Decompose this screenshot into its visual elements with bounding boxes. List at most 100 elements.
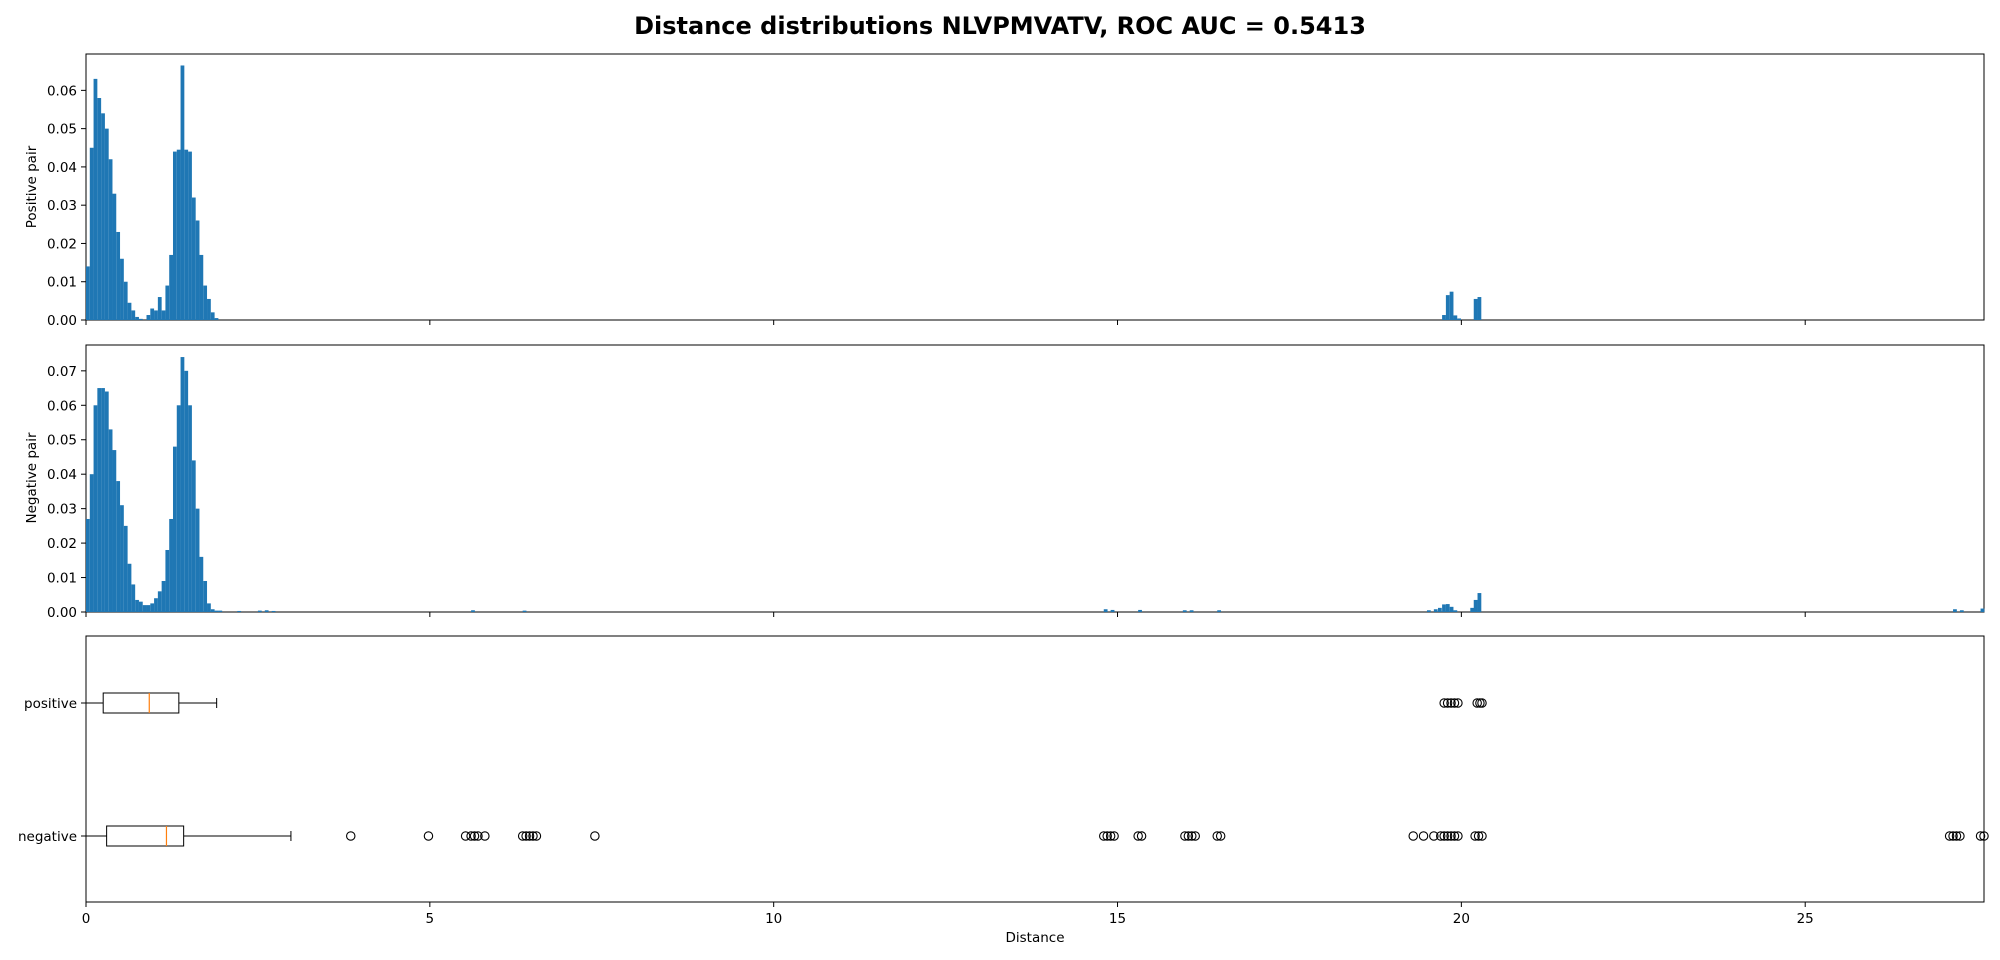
boxplot-x-ticks: 0 5 10 15 20 25: [82, 902, 1814, 927]
outlier-point: [1446, 698, 1456, 708]
negative-histogram-bar: [108, 429, 113, 612]
negative-histogram-bar: [237, 610, 242, 612]
box: [102, 692, 180, 714]
positive-histogram-bar: [176, 149, 181, 320]
outlier-point: [1955, 831, 1965, 841]
positive-boxplot: [85, 692, 1487, 714]
x-tick-label: 10: [765, 911, 782, 927]
negative-histogram-bars: [86, 357, 1985, 612]
positive-histogram-bar: [101, 113, 105, 321]
negative-boxplot: [85, 825, 1989, 847]
outlier-point: [1453, 831, 1463, 841]
outlier-point: [1183, 831, 1194, 841]
positive-histogram-bar: [86, 266, 90, 320]
positive-histogram-bar: [165, 285, 170, 320]
negative-histogram-bar: [188, 405, 192, 612]
positive-histogram-frame: [85, 53, 1985, 321]
negative-histogram-bar: [199, 556, 204, 612]
positive-histogram-x-ticks: [85, 320, 1806, 325]
positive-histogram-bar: [146, 315, 151, 320]
x-axis-label: Distance: [1005, 930, 1064, 946]
positive-histogram-bar: [1453, 315, 1458, 320]
positive-histogram-bar: [116, 231, 121, 320]
outlier-point: [1477, 831, 1487, 841]
negative-histogram-bar: [1182, 610, 1187, 612]
negative-histogram-bar: [195, 508, 200, 612]
boxplot-frame: [85, 635, 1985, 903]
negative-histogram-bar: [522, 610, 527, 612]
category-tick-label: negative: [18, 829, 77, 845]
positive-histogram-bar: [135, 316, 139, 320]
negative-histogram-bar: [207, 603, 211, 612]
x-tick-label: 20: [1453, 911, 1470, 927]
x-tick-label: 5: [426, 911, 435, 927]
outlier-point: [1477, 698, 1487, 708]
x-tick-label: 0: [82, 911, 91, 927]
negative-histogram-bar: [1473, 599, 1478, 612]
negative-histogram-bar: [146, 605, 151, 612]
positive-histogram-bar: [127, 302, 132, 320]
outlier-point: [1109, 831, 1119, 841]
y-tick-label: 0.06: [47, 398, 77, 414]
positive-histogram-bar: [138, 318, 143, 320]
outlier-point: [1215, 831, 1226, 841]
positive-histogram-bar: [131, 310, 136, 320]
positive-histogram-bar: [214, 318, 219, 320]
outlier-point: [1446, 831, 1456, 841]
negative-histogram-bar: [165, 549, 170, 612]
negative-histogram-bar: [116, 481, 121, 612]
negative-histogram-bar: [1433, 609, 1438, 612]
positive-histogram-y-label: Positive pair: [24, 145, 40, 228]
negative-histogram-bar: [203, 580, 208, 612]
positive-histogram-bar: [150, 308, 155, 320]
positive-histogram-bar: [1457, 318, 1462, 320]
negative-histogram-bar: [1426, 610, 1431, 612]
outlier-point: [531, 831, 542, 841]
negative-histogram-bar: [1189, 610, 1194, 612]
positive-histogram-bar: [1449, 291, 1454, 320]
y-tick-label: 0.06: [47, 83, 77, 99]
positive-histogram-bar: [195, 220, 200, 320]
positive-histogram-bar: [154, 310, 158, 320]
outlier-point: [1133, 831, 1143, 841]
negative-histogram-bar: [1103, 609, 1108, 612]
negative-histogram-bar: [471, 610, 475, 612]
negative-histogram-bar: [184, 370, 189, 612]
outlier-point: [1449, 698, 1460, 708]
positive-histogram-bar: [1445, 295, 1450, 320]
negative-histogram-bar: [191, 460, 196, 612]
outlier-point: [473, 831, 483, 841]
negative-histogram-bar: [93, 405, 98, 612]
negative-histogram-bar: [172, 446, 177, 612]
boxplot-items: [85, 692, 1989, 847]
positive-histogram-bar: [210, 312, 215, 320]
negative-histogram-bar: [123, 525, 128, 612]
outlier-point: [1442, 831, 1453, 841]
y-tick-label: 0.04: [47, 160, 77, 176]
outlier-point: [1187, 831, 1197, 841]
positive-histogram-bars: [86, 65, 1482, 321]
negative-histogram-bar: [138, 601, 143, 612]
negative-histogram-bar: [1138, 609, 1142, 612]
outlier-point: [1439, 831, 1449, 841]
negative-histogram-frame: [85, 344, 1985, 613]
negative-histogram-bar: [176, 405, 181, 612]
negative-histogram-bar: [264, 610, 269, 612]
outlier-point: [1190, 831, 1200, 841]
negative-histogram-bar: [1980, 608, 1985, 612]
outlier-point: [1439, 698, 1449, 708]
negative-histogram-bar: [112, 450, 117, 612]
outlier-point: [1948, 831, 1958, 841]
negative-histogram-bar: [97, 388, 102, 612]
negative-histogram-bar: [157, 591, 162, 612]
positive-histogram-bar: [1442, 315, 1446, 320]
y-tick-label: 0.01: [47, 571, 77, 587]
outlier-point: [1418, 831, 1429, 841]
negative-histogram-bar: [1953, 609, 1957, 612]
positive-histogram-bar: [123, 281, 128, 320]
negative-histogram-bar: [210, 609, 215, 612]
negative-histogram-bar: [89, 474, 94, 612]
y-tick-label: 0.03: [47, 502, 77, 518]
outlier-point: [1102, 831, 1112, 841]
boxplot-panel: positive negative 0 5 10 15 20 25 Distance: [18, 635, 1989, 946]
